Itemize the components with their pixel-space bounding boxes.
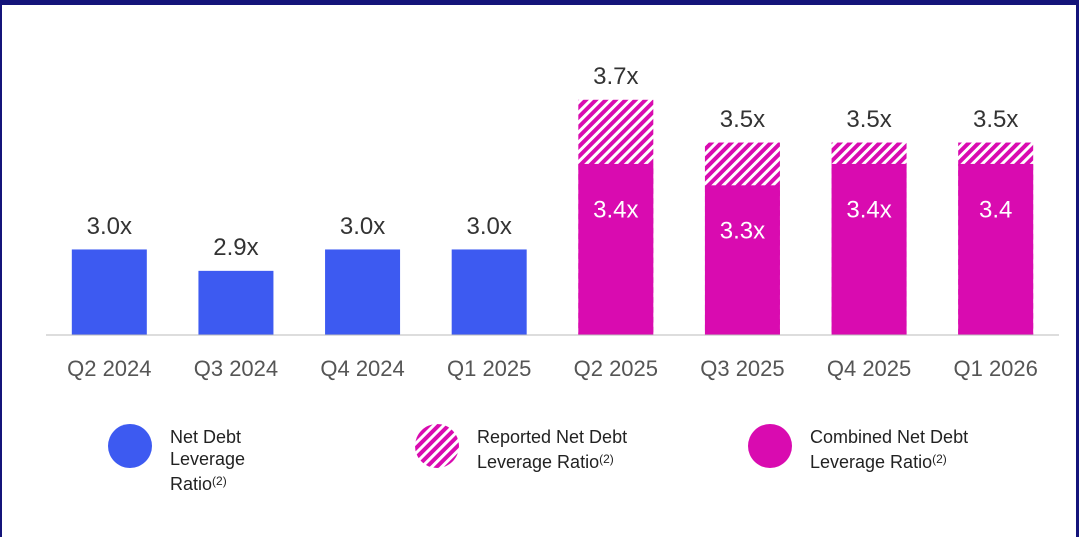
bar (578, 163, 654, 335)
legend-swatch (108, 424, 152, 468)
data-label: 3.5x (720, 106, 765, 133)
legend-swatch (415, 424, 459, 468)
x-tick-label: Q2 2025 (574, 356, 658, 381)
bar (704, 185, 780, 335)
legend-label: Reported Net Debt Leverage Ratio(2) (477, 426, 657, 473)
x-tick-label: Q4 2024 (320, 356, 404, 381)
legend-note: (2) (932, 452, 947, 466)
bar (198, 270, 274, 335)
data-label: 3.0x (87, 213, 132, 240)
data-label: 3.5x (846, 106, 891, 133)
data-label: 3.0x (340, 213, 385, 240)
legend-name: Net Debt Leverage Ratio (170, 427, 246, 494)
x-tick-label: Q4 2025 (827, 356, 911, 381)
legend-name: Reported Net Debt Leverage Ratio (477, 427, 628, 472)
legend-note: (2) (599, 452, 614, 466)
legend-label: Combined Net Debt Leverage Ratio(2) (810, 426, 1020, 473)
data-label: 3.5x (973, 106, 1018, 133)
x-tick-label: Q3 2024 (194, 356, 278, 381)
legend-note: (2) (212, 474, 227, 488)
bar (831, 163, 907, 335)
data-label: 3.0x (467, 213, 512, 240)
legend-label: Net Debt Leverage Ratio(2) (170, 426, 300, 495)
data-label: 3.7x (593, 63, 638, 90)
bar (451, 249, 527, 335)
data-label: 3.3x (720, 218, 765, 245)
legend-name: Combined Net Debt Leverage Ratio (810, 427, 969, 472)
bar (325, 249, 401, 335)
x-tick-label: Q1 2026 (953, 356, 1037, 381)
bar (958, 163, 1034, 335)
bar (71, 249, 147, 335)
x-tick-label: Q2 2024 (67, 356, 151, 381)
x-tick-label: Q3 2025 (700, 356, 784, 381)
data-label: 3.4 (979, 196, 1012, 223)
x-tick-label: Q1 2025 (447, 356, 531, 381)
data-label: 2.9x (213, 234, 258, 261)
legend-swatch (748, 424, 792, 468)
data-label: 3.4x (593, 196, 638, 223)
data-label: 3.4x (846, 196, 891, 223)
